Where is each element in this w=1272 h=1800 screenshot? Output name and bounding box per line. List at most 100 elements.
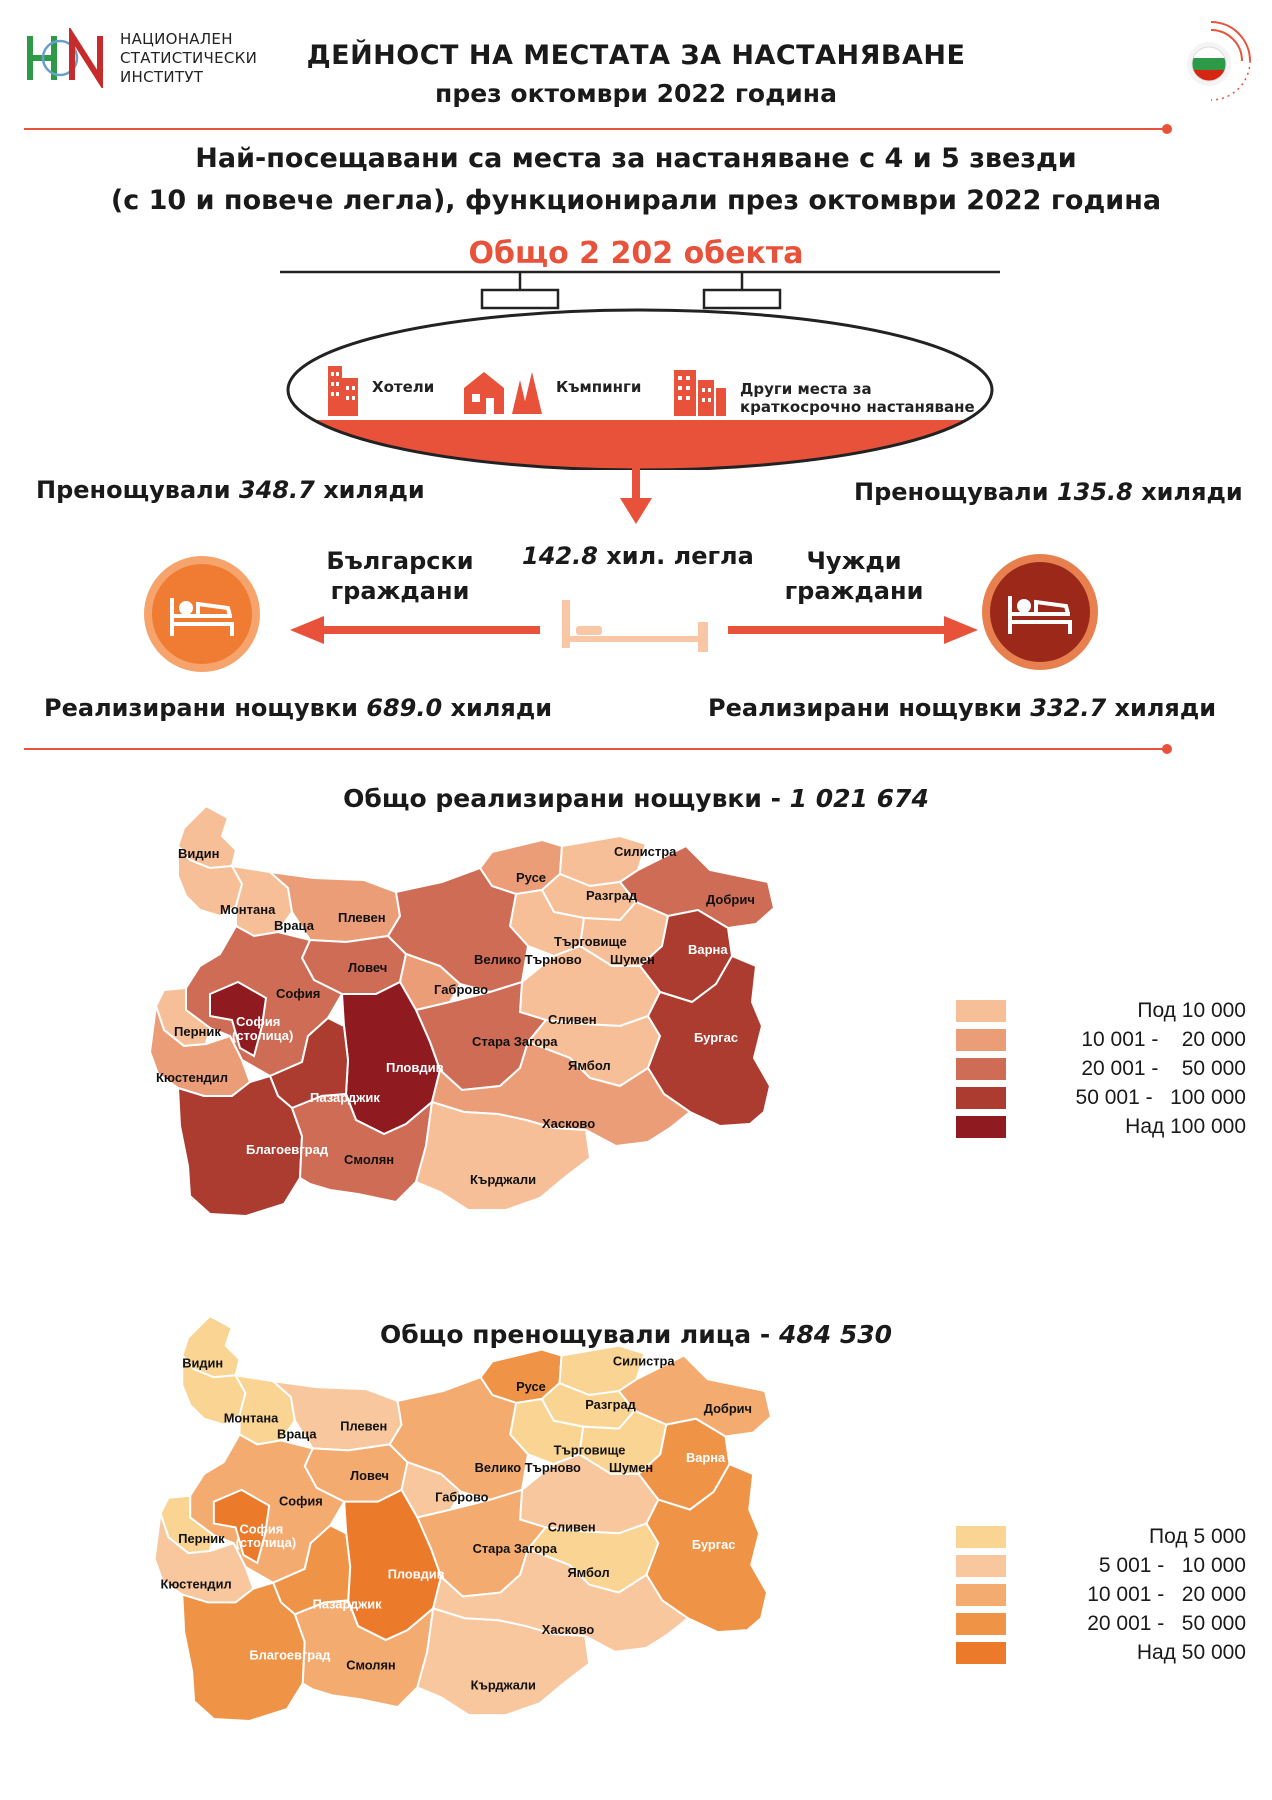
region-label: Хасково [542, 1116, 595, 1131]
beds-total: 142.8 хил. легла [522, 542, 754, 570]
hotel-icon [328, 366, 358, 416]
beds-unit: хил. легла [597, 542, 754, 570]
foreign-nights-prefix: Реализирани нощувки [708, 694, 1031, 722]
bulgarian-nights-value: 689.0 [366, 694, 443, 722]
bulgarian-label: Български граждани [320, 546, 480, 606]
legend-swatch [956, 1526, 1006, 1548]
region-бургас [645, 1462, 769, 1634]
region-label: Шумен [610, 952, 655, 967]
region-label: Кюстендил [156, 1070, 228, 1085]
page-title: ДЕЙНОСТ НА МЕСТАТА ЗА НАСТАНЯВАНЕ през о… [0, 40, 1272, 108]
region-софия-capital [209, 980, 268, 1058]
region-label: Бургас [692, 1537, 735, 1552]
legend-item: Под 5 000 [956, 1526, 1246, 1548]
category-other: Други места за краткосрочно настаняване [740, 380, 975, 416]
region-label: Сливен [548, 1519, 596, 1534]
map-nights-title: Общо реализирани нощувки - 1 021 674 [0, 784, 1272, 813]
bulgarian-nights-prefix: Реализирани нощувки [44, 694, 367, 722]
legend-swatch [956, 1029, 1006, 1051]
category-other-line2: краткосрочно настаняване [740, 398, 975, 416]
legend-swatch [956, 1555, 1006, 1577]
region-label: Ямбол [567, 1565, 609, 1580]
bed-outline-icon [562, 600, 708, 652]
region-label: Перник [174, 1024, 221, 1039]
legend-label: 20 001 - 50 000 [1087, 1612, 1246, 1635]
region-label: Разград [586, 888, 638, 903]
legend-label: 10 001 - 20 000 [1081, 1028, 1246, 1051]
region-label: (столица) [236, 1535, 297, 1550]
region-label: Кърджали [470, 1172, 536, 1187]
foreign-label-line2: граждани [784, 577, 924, 605]
legend-swatch [956, 1087, 1006, 1109]
legend-label: Над 100 000 [1125, 1115, 1246, 1138]
bulgarian-nights-suffix: хиляди [442, 694, 553, 722]
region-label: Варна [688, 942, 728, 957]
legend-item: Под 10 000 [956, 1000, 1246, 1022]
foreign-guests-value: 135.8 [1056, 478, 1133, 506]
divider-dot [1162, 744, 1172, 754]
left-arrow-icon [290, 616, 540, 644]
region-label: Пловдив [388, 1567, 445, 1582]
subtitle-line-1: Най-посещавани са места за настаняване с… [195, 143, 1077, 174]
map-nights-title-prefix: Общо реализирани нощувки - [343, 784, 790, 813]
region-label: Русе [516, 870, 546, 885]
region-label: София [276, 986, 320, 1001]
bulgarian-guests-prefix: Пренощували [36, 476, 239, 504]
legend-item: 20 001 - 50 000 [956, 1058, 1246, 1080]
foreign-nights: Реализирани нощувки 332.7 хиляди [708, 694, 1216, 722]
subtitle-line-2: (с 10 и повече легла), функционирали пре… [110, 185, 1162, 216]
legend-label: Над 50 000 [1136, 1641, 1246, 1664]
map-guests-title: Общо пренощували лица - 484 530 [0, 1320, 1272, 1349]
region-label: Сливен [548, 1012, 597, 1027]
divider [24, 748, 1164, 750]
legend-item: 5 001 - 10 000 [956, 1555, 1246, 1577]
region-добрич [618, 844, 776, 930]
legend-label: Под 10 000 [1137, 999, 1246, 1022]
legend-nights: Под 10 000 10 001 - 20 000 20 001 - 50 000… [956, 1000, 1246, 1150]
region-label: Пазарджик [313, 1596, 382, 1611]
region-label: Монтана [224, 1411, 279, 1426]
region-label: Пловдив [386, 1060, 444, 1075]
foreign-nights-suffix: хиляди [1106, 694, 1217, 722]
region-label: Стара Загора [473, 1541, 558, 1556]
bulgarian-guests-suffix: хиляди [314, 476, 425, 504]
region-label: Монтана [220, 902, 276, 917]
legend-label: 5 001 - 10 000 [1098, 1554, 1246, 1577]
legend-item: 10 001 - 20 000 [956, 1584, 1246, 1606]
region-label: Ямбол [568, 1058, 611, 1073]
subtitle: Най-посещавани са места за настаняване с… [0, 138, 1272, 222]
foreign-bed-icon [982, 554, 1098, 670]
legend-swatch [956, 1613, 1006, 1635]
region-label: Видин [182, 1355, 223, 1370]
region-кърджали [414, 1100, 592, 1211]
region-label: София [240, 1521, 284, 1536]
region-софия-capital [212, 1488, 271, 1565]
foreign-nights-value: 332.7 [1030, 694, 1107, 722]
region-label: Силистра [613, 1353, 675, 1368]
bulgarian-nights: Реализирани нощувки 689.0 хиляди [44, 694, 552, 722]
nsi-logo-icon [27, 28, 103, 88]
camping-icon [464, 372, 542, 414]
down-arrow-icon [620, 450, 652, 524]
region-label: Пазарджик [310, 1090, 380, 1105]
logo-line: ИНСТИТУТ [120, 68, 204, 86]
region-label: Русе [516, 1379, 546, 1394]
region-label: Хасково [542, 1622, 595, 1637]
category-camping: Къмпинги [556, 378, 642, 396]
region-label: Търговище [554, 934, 627, 949]
bulgarian-bed-icon [144, 556, 260, 672]
category-hotels: Хотели [372, 378, 435, 396]
category-other-line1: Други места за [740, 380, 872, 398]
divider-dot [1162, 124, 1172, 134]
legend-swatch [956, 1642, 1006, 1664]
region-label: Ловеч [348, 960, 387, 975]
region-добрич [617, 1354, 773, 1438]
region-label: Варна [686, 1450, 726, 1465]
region-label: Ловеч [350, 1468, 389, 1483]
region-label: Смолян [346, 1658, 395, 1673]
region-label: Кюстендил [161, 1577, 232, 1592]
legend-item: 10 001 - 20 000 [956, 1029, 1246, 1051]
region-label: Стара Загора [472, 1034, 558, 1049]
foreign-label: Чужди граждани [784, 546, 924, 606]
